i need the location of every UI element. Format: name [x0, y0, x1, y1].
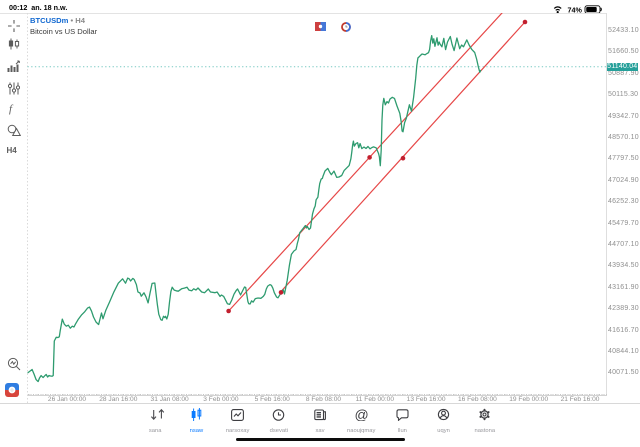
svg-text:74%: 74% — [568, 6, 583, 15]
svg-text:@: @ — [354, 408, 368, 421]
